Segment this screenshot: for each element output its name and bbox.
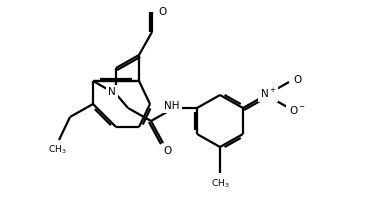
Text: O: O [163, 146, 171, 156]
Text: NH: NH [164, 101, 180, 111]
Text: N: N [108, 87, 116, 97]
Text: O$^-$: O$^-$ [289, 104, 305, 116]
Text: O: O [293, 75, 301, 85]
Text: CH$_3$: CH$_3$ [48, 143, 66, 156]
Text: O: O [158, 7, 166, 17]
Text: CH$_3$: CH$_3$ [211, 178, 229, 190]
Text: N$^+$: N$^+$ [260, 86, 276, 100]
